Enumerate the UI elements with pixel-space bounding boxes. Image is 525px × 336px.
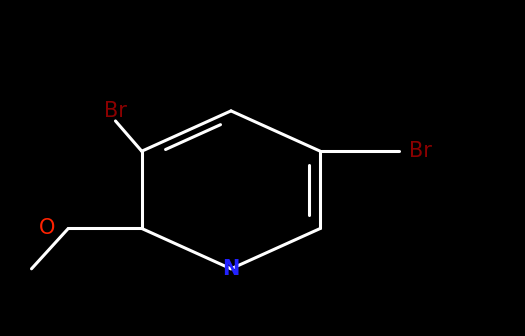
Text: O: O xyxy=(39,218,56,239)
Text: Br: Br xyxy=(104,101,127,121)
Text: N: N xyxy=(222,259,240,279)
Text: Br: Br xyxy=(408,141,432,161)
